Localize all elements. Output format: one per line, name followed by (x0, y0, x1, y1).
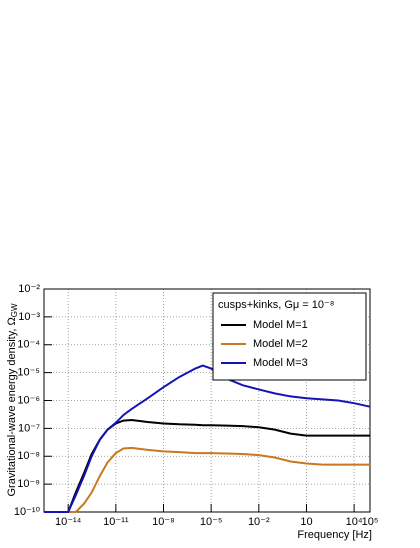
y-tick-label: 10⁻² (18, 283, 40, 295)
x-tick-label: 10⁵ (362, 516, 379, 528)
y-tick-label: 10⁻¹⁰ (14, 506, 41, 518)
x-tick-label: 10 (300, 516, 312, 528)
x-tick-label: 10⁻⁸ (152, 516, 175, 528)
y-tick-label: 10⁻⁹ (17, 478, 40, 490)
x-tick-label: 10⁻⁵ (200, 516, 223, 528)
series-line (44, 446, 370, 513)
legend-box (212, 292, 367, 381)
x-tick-label: 10⁻¹¹ (103, 516, 129, 528)
y-axis-label-sub: GW (10, 303, 19, 317)
y-tick-label: 10⁻³ (18, 311, 40, 323)
y-tick-label: 10⁻⁶ (17, 394, 40, 406)
plot-frame (43, 288, 371, 513)
y-tick-label: 10⁻⁴ (17, 339, 40, 351)
series-line (44, 364, 371, 513)
x-tick-label: 10⁴ (346, 516, 363, 528)
y-axis-label-main: Gravitational-wave energy density, Ω (6, 317, 18, 496)
legend-label: Model M=1 (253, 319, 308, 331)
legend-title: cusps+kinks, Gμ = 10⁻⁸ (218, 299, 334, 311)
y-axis-label: Gravitational-wave energy density, ΩGW (6, 303, 19, 496)
y-tick-label: 10⁻⁵ (17, 367, 40, 379)
y-tick-label: 10⁻⁷ (18, 422, 40, 434)
series-line (44, 418, 370, 513)
y-tick-label: 10⁻⁸ (17, 450, 40, 462)
x-tick-label: 10⁻² (248, 516, 270, 528)
legend-label: Model M=3 (253, 357, 308, 369)
x-axis-label: Frequency [Hz] (297, 529, 372, 541)
legend-label: Model M=2 (253, 338, 308, 350)
x-tick-label: 10⁻¹⁴ (55, 516, 82, 528)
